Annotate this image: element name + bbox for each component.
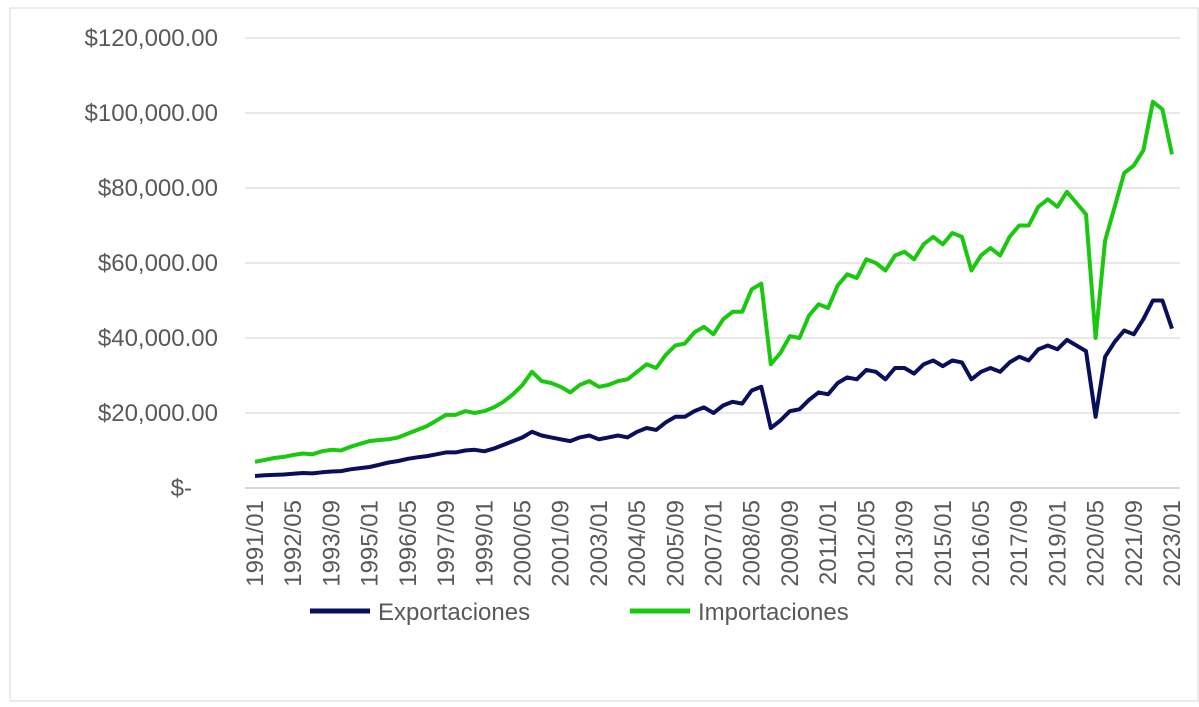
- x-tick-label: 2016/05: [968, 500, 995, 587]
- chart-border: [9, 7, 1199, 702]
- x-tick-label: 2023/01: [1159, 500, 1186, 587]
- x-tick-label: 1997/09: [433, 500, 460, 587]
- x-tick-label: 1991/01: [242, 500, 269, 587]
- x-tick-label: 2004/05: [624, 500, 651, 587]
- x-tick-label: 2012/05: [853, 500, 880, 587]
- x-tick-label: 2005/09: [662, 500, 689, 587]
- y-tick-label: $120,000.00: [85, 25, 218, 52]
- y-tick-label: $80,000.00: [98, 175, 218, 202]
- line-series: [254, 298, 1174, 478]
- legend-label: Importaciones: [698, 599, 849, 626]
- line-series: [254, 99, 1174, 464]
- x-tick-label: 2009/09: [777, 500, 804, 587]
- y-tick-label: $40,000.00: [98, 325, 218, 352]
- x-tick-label: 1996/05: [395, 500, 422, 587]
- x-tick-label: 2017/09: [1006, 500, 1033, 587]
- x-tick-label: 2015/01: [930, 500, 957, 587]
- x-tick-label: 1995/01: [357, 500, 384, 587]
- x-tick-label: 2019/01: [1044, 500, 1071, 587]
- x-tick-label: 1993/09: [318, 500, 345, 587]
- y-tick-label: $-: [171, 475, 192, 502]
- y-tick-label: $60,000.00: [98, 250, 218, 277]
- x-tick-label: 2020/05: [1083, 500, 1110, 587]
- x-tick-label: 2011/01: [815, 500, 842, 585]
- legend-label: Exportaciones: [378, 599, 530, 626]
- x-tick-label: 1999/01: [471, 500, 498, 587]
- x-tick-label: 2021/09: [1121, 500, 1148, 587]
- x-tick-label: 2008/05: [739, 500, 766, 587]
- x-tick-label: 2000/05: [509, 500, 536, 587]
- x-tick-label: 1992/05: [280, 500, 307, 587]
- y-tick-label: $100,000.00: [85, 100, 218, 127]
- x-tick-label: 2007/01: [701, 500, 728, 587]
- y-tick-label: $20,000.00: [98, 400, 218, 427]
- x-tick-label: 2003/01: [586, 500, 613, 587]
- x-tick-label: 2001/09: [548, 500, 575, 587]
- x-tick-label: 2013/09: [892, 500, 919, 587]
